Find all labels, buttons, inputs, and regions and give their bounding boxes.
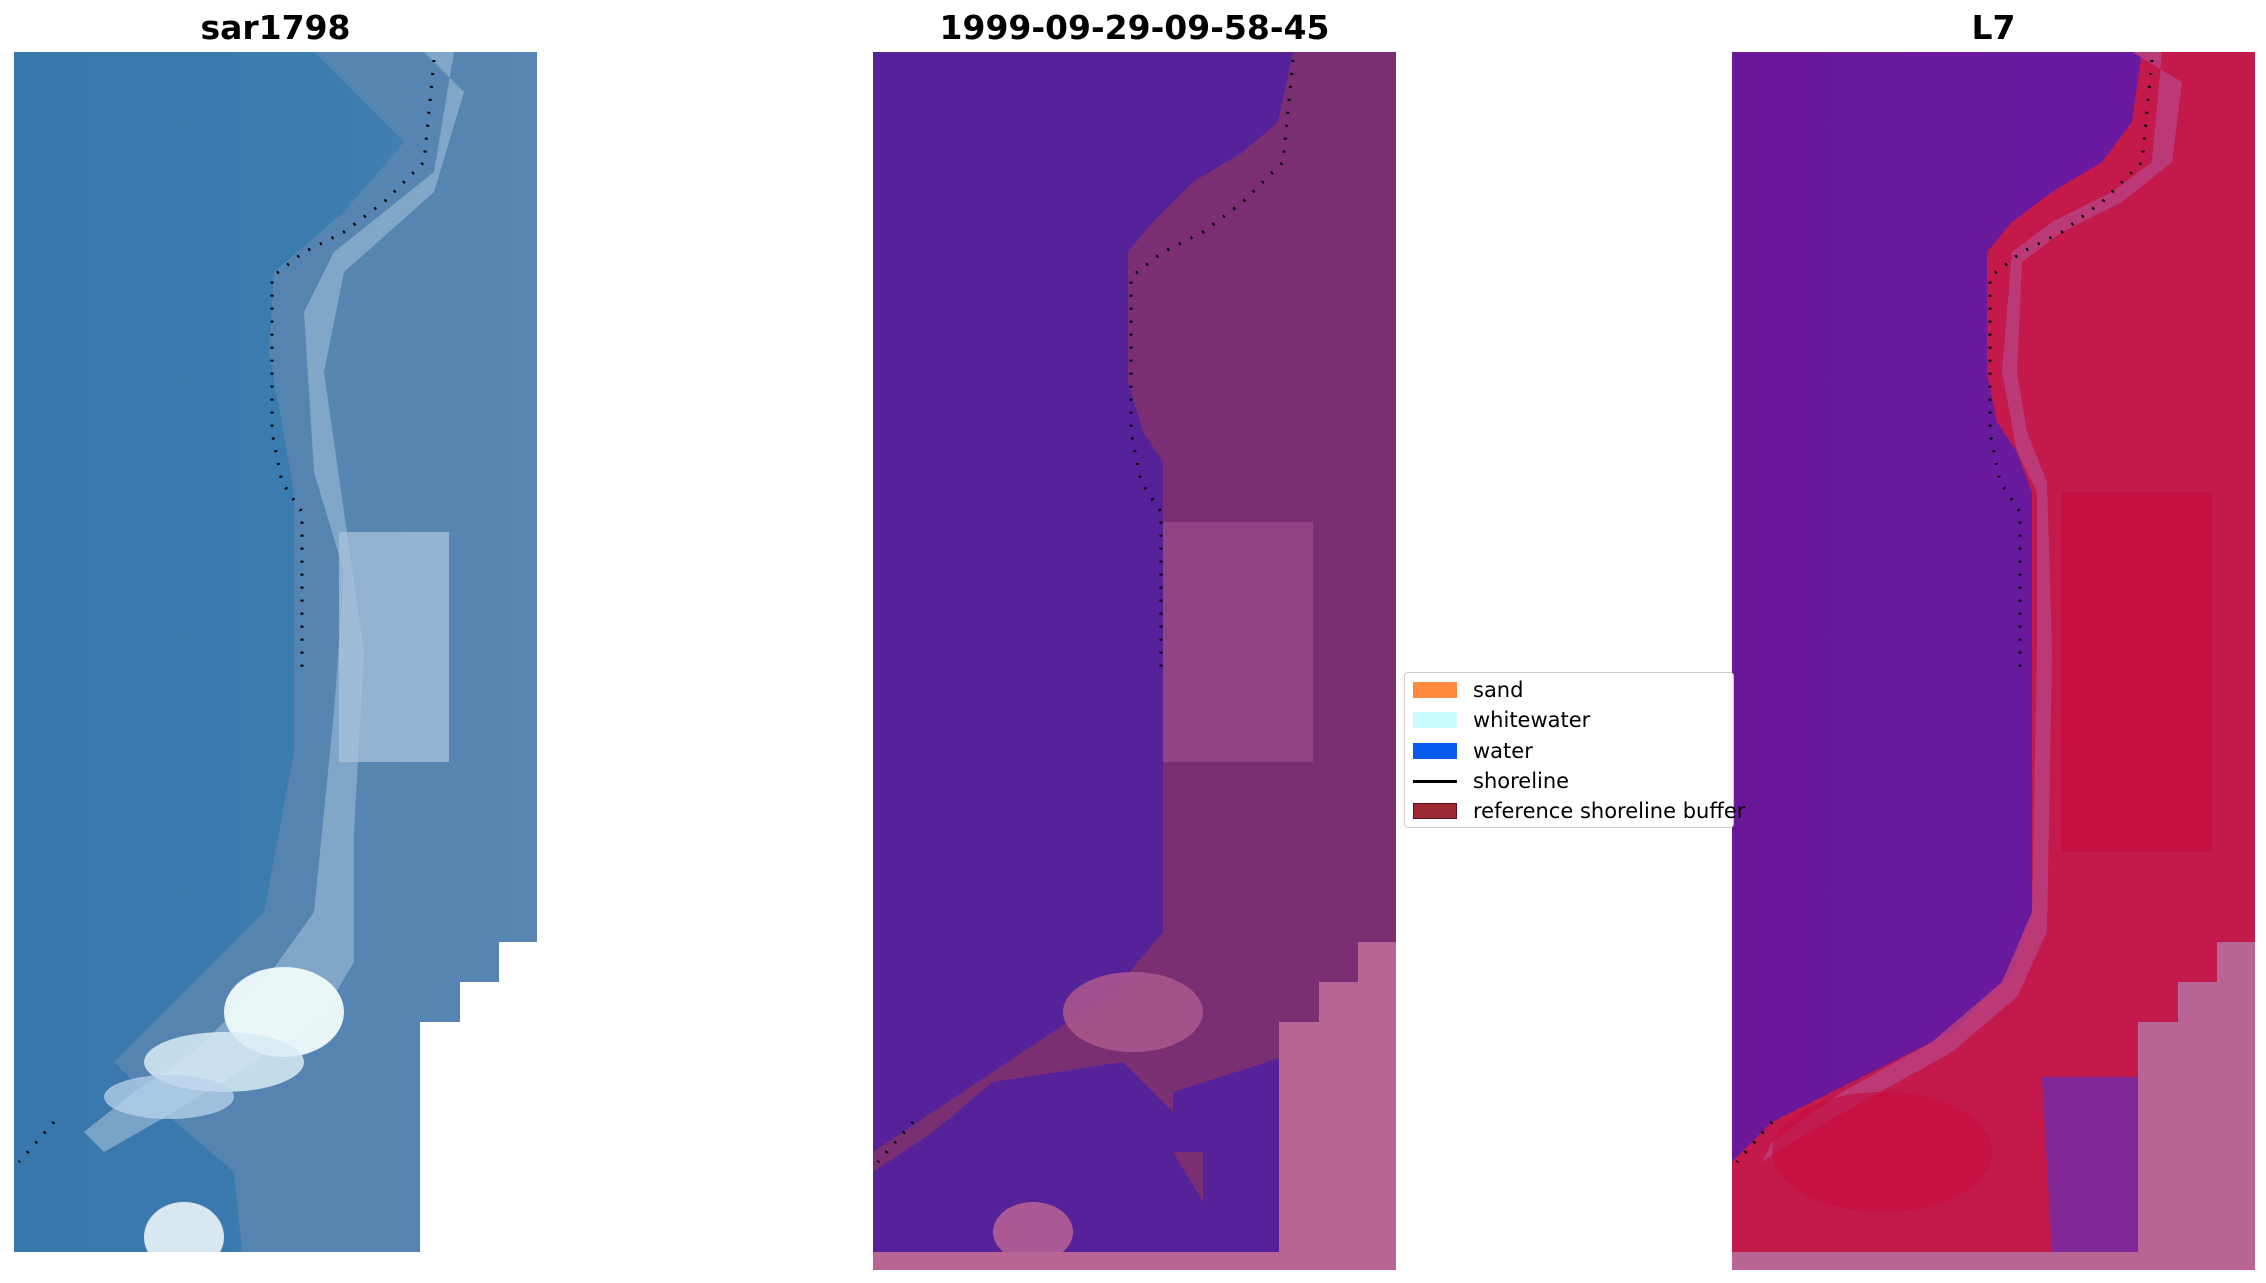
panel-title-classified: 1999-09-29-09-58-45 — [939, 8, 1330, 47]
legend-item-sand: sand — [1413, 677, 1523, 703]
panel-title-rgb: sar1798 — [200, 8, 351, 47]
reference-buffer-swatch — [1413, 803, 1457, 819]
legend: sand whitewater water shoreline referenc… — [1404, 672, 1745, 828]
legend-item-reference-buffer: reference shoreline buffer — [1413, 798, 1745, 824]
legend-item-water: water — [1413, 738, 1533, 764]
classified-image — [873, 52, 1396, 1270]
panel-title-index: L7 — [1971, 8, 2016, 47]
rgb-image — [14, 52, 537, 1270]
index-image — [1732, 52, 2255, 1270]
legend-item-whitewater: whitewater — [1413, 707, 1590, 733]
shoreline-line — [1413, 779, 1457, 783]
sand-swatch — [1413, 682, 1457, 698]
rgb-image-panel — [14, 52, 537, 1270]
classified-image-panel — [873, 52, 1396, 1270]
legend-item-shoreline: shoreline — [1413, 768, 1569, 794]
legend-label-whitewater: whitewater — [1473, 708, 1591, 732]
water-swatch — [1413, 743, 1457, 759]
legend-label-shoreline: shoreline — [1473, 769, 1570, 793]
whitewater-swatch — [1413, 712, 1457, 728]
legend-label-water: water — [1473, 739, 1533, 763]
legend-label-reference-buffer: reference shoreline buffer — [1473, 799, 1746, 823]
index-image-panel — [1732, 52, 2255, 1270]
legend-label-sand: sand — [1473, 678, 1524, 702]
